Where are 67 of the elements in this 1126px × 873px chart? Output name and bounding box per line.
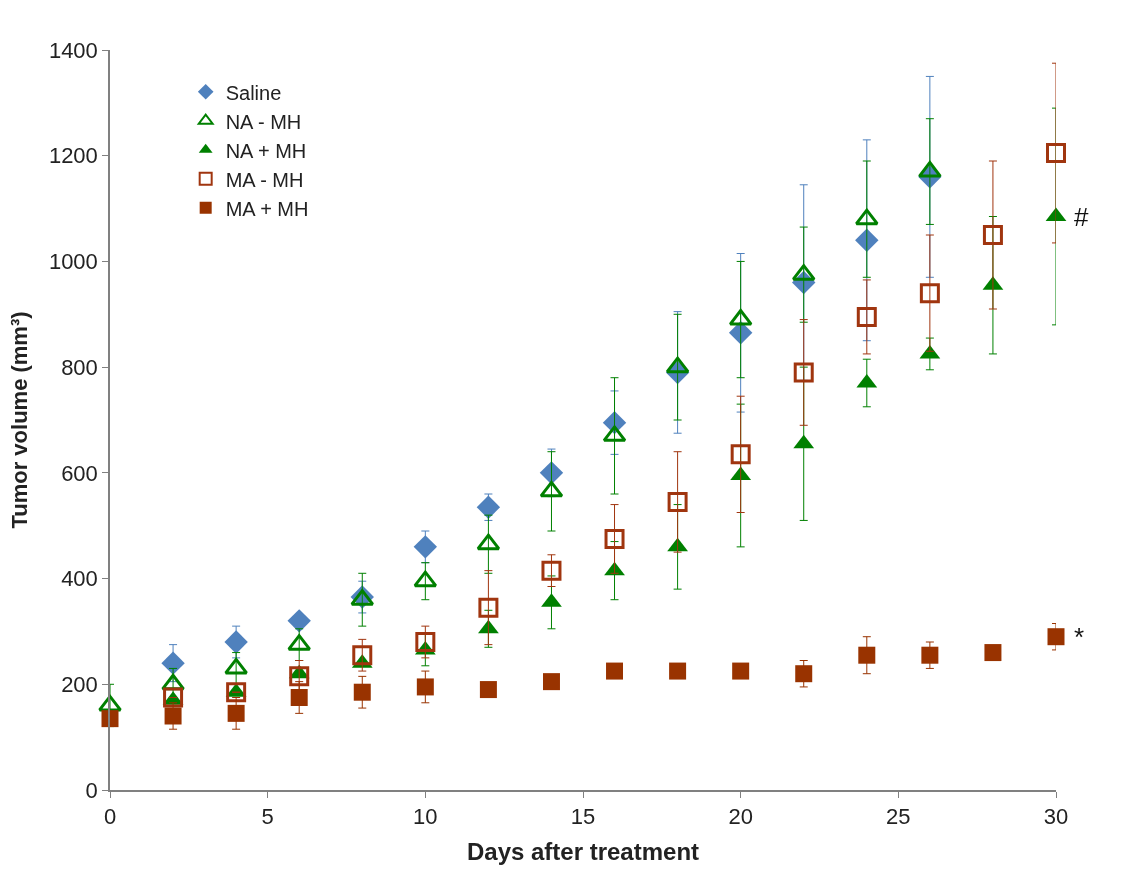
point <box>290 689 308 706</box>
y-tick-label: 1200 <box>48 143 98 169</box>
point <box>479 681 497 699</box>
point <box>476 495 501 519</box>
point <box>669 662 687 680</box>
point <box>224 657 249 675</box>
point <box>667 491 688 512</box>
point <box>476 533 501 551</box>
point <box>163 687 184 708</box>
point <box>164 707 182 725</box>
point <box>858 646 876 664</box>
legend-label: MA - MH <box>225 168 304 191</box>
point <box>415 632 436 652</box>
point <box>984 644 1002 662</box>
point <box>413 570 438 588</box>
x-tick-label: 25 <box>886 804 911 830</box>
point <box>982 225 1003 245</box>
x-tick-label: 30 <box>1043 804 1069 830</box>
x-axis-title: Days after treatment <box>466 837 700 865</box>
point <box>730 444 751 465</box>
x-tick-label: 20 <box>728 804 753 830</box>
point <box>921 646 939 664</box>
point <box>478 597 499 618</box>
point <box>416 678 434 696</box>
point <box>793 362 814 383</box>
y-tick-label: 800 <box>61 354 98 380</box>
y-tick-label: 200 <box>61 671 98 697</box>
legend-label: NA + MH <box>225 139 307 162</box>
point <box>854 208 879 226</box>
point <box>795 665 813 683</box>
point <box>606 662 624 680</box>
point <box>541 560 562 581</box>
point <box>413 535 438 559</box>
point <box>732 662 750 680</box>
point <box>1046 143 1066 164</box>
x-tick-label: 0 <box>103 804 117 830</box>
annotation: * <box>1074 622 1085 652</box>
y-tick-label: 0 <box>85 777 98 803</box>
x-tick-label: 15 <box>570 804 596 830</box>
point <box>287 609 311 633</box>
y-tick-label: 600 <box>61 460 98 486</box>
point <box>1047 628 1065 646</box>
point <box>542 673 560 691</box>
y-tick-label: 1000 <box>48 249 98 275</box>
point <box>98 694 122 712</box>
point <box>919 283 940 304</box>
point <box>224 630 248 654</box>
point <box>353 683 371 701</box>
legend-label: NA - MH <box>225 110 302 133</box>
point <box>352 645 373 666</box>
x-tick-label: 10 <box>413 804 438 830</box>
y-axis-title: Tumor volume (mm³) <box>7 311 33 529</box>
y-tick-label: 1400 <box>48 37 98 63</box>
annotation: # <box>1074 202 1089 232</box>
legend-label: Saline <box>225 81 282 104</box>
y-tick-label: 400 <box>61 566 98 592</box>
point <box>289 666 310 687</box>
legend-label: MA + MH <box>225 197 309 220</box>
point <box>227 704 245 722</box>
point <box>226 682 247 703</box>
point <box>101 710 119 728</box>
point <box>665 356 690 374</box>
point <box>604 528 625 549</box>
point <box>855 228 879 252</box>
point <box>161 651 185 675</box>
x-tick-label: 5 <box>261 804 274 830</box>
point <box>856 306 877 327</box>
